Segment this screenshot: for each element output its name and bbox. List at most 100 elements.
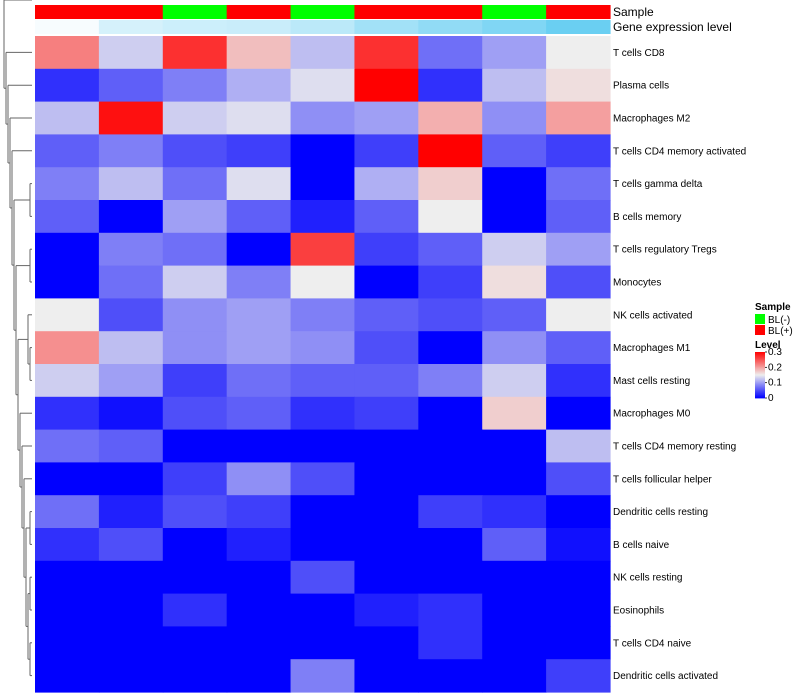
level-legend-gradient-step: [755, 378, 765, 380]
heatmap-cell: [98, 36, 164, 70]
heatmap-cell: [162, 134, 228, 168]
heatmap-cell: [35, 265, 100, 299]
level-legend-gradient-step: [755, 376, 765, 378]
row-label: Eosinophils: [613, 606, 664, 617]
heatmap-cell: [162, 101, 228, 135]
heatmap-cell: [290, 528, 356, 562]
heatmap-cell: [482, 626, 547, 660]
heatmap-cell: [290, 462, 356, 496]
heatmap-cell: [418, 167, 483, 201]
level-legend-gradient-step: [755, 354, 765, 356]
level-legend-gradient-step: [755, 372, 765, 375]
heatmap-cells: [35, 36, 611, 693]
heatmap-cell: [482, 396, 547, 431]
heatmap-cell: [226, 101, 292, 135]
level-legend-gradient-step: [755, 381, 765, 384]
heatmap-cell: [290, 200, 356, 234]
heatmap-cell: [418, 626, 483, 660]
heatmap-cell: [98, 68, 164, 103]
level-legend-gradient-step: [755, 379, 765, 382]
heatmap-cell: [290, 298, 356, 332]
heatmap-cell: [546, 659, 611, 693]
heatmap-cell: [162, 495, 228, 529]
sample-annotation-cell: [98, 5, 164, 19]
heatmap-cell: [290, 396, 356, 431]
heatmap-cell: [418, 265, 483, 299]
heatmap-cell: [354, 593, 419, 627]
heatmap-cell: [226, 560, 292, 595]
level-legend-gradient-step: [755, 368, 765, 370]
heatmap-cell: [35, 200, 100, 234]
heatmap-cell: [546, 528, 611, 562]
heatmap-cell: [98, 298, 164, 332]
level-legend-tick-label: 0: [768, 393, 774, 404]
heatmap-cell: [354, 134, 419, 168]
heatmap-cell: [418, 101, 483, 135]
heatmap-cell: [290, 232, 356, 267]
heatmap-cell: [290, 134, 356, 168]
sample-annotation-cell: [162, 5, 228, 19]
heatmap-cell: [35, 68, 100, 103]
heatmap-cell: [418, 528, 483, 562]
heatmap-cell: [354, 167, 419, 201]
row-labels: T cells CD8 Plasma cells Macrophages M2 T c…: [613, 48, 746, 682]
level-legend-gradient-step: [755, 385, 765, 387]
sample-annotation-cell: [482, 5, 547, 19]
heatmap-cell: [482, 462, 547, 496]
heatmap-cell: [35, 495, 100, 529]
heatmap-cell: [354, 331, 419, 365]
heatmap-cell: [98, 134, 164, 168]
heatmap-cell: [162, 396, 228, 431]
level-legend-gradient-step: [755, 353, 765, 355]
heatmap-cell: [482, 429, 547, 463]
heatmap-cell: [482, 528, 547, 562]
heatmap-cell: [35, 462, 100, 496]
heatmap-cell: [35, 528, 100, 562]
heatmap-cell: [482, 331, 547, 365]
heatmap-cell: [98, 462, 164, 496]
level-legend-gradient-step: [755, 384, 765, 386]
level-legend-gradient-step: [755, 388, 765, 391]
heatmap-cell: [226, 626, 292, 660]
sample-annotation-cell: [418, 5, 483, 19]
heatmap-cell: [226, 528, 292, 562]
heatmap-cell: [98, 560, 164, 595]
heatmap-cell: [226, 331, 292, 365]
heatmap-cell: [418, 495, 483, 529]
sample-annotation-cell: [546, 5, 611, 19]
heatmap-cell: [290, 36, 356, 70]
heatmap-cell: [35, 560, 100, 595]
level-legend-gradient-step: [755, 380, 765, 383]
level-legend-gradient-step: [755, 393, 765, 395]
level-legend-gradient-step: [755, 352, 765, 354]
heatmap-cell: [354, 528, 419, 562]
heatmap-cell: [98, 495, 164, 529]
heatmap-cell: [290, 68, 356, 103]
row-label: NK cells activated: [613, 310, 692, 321]
row-label: Mast cells resting: [613, 376, 690, 387]
row-label: Dendritic cells activated: [613, 671, 718, 682]
heatmap-cell: [418, 298, 483, 332]
heatmap-cell: [226, 462, 292, 496]
heatmap-cell: [162, 593, 228, 627]
heatmap-cell: [418, 68, 483, 103]
heatmap-cell: [162, 265, 228, 299]
heatmap-cell: [354, 265, 419, 299]
heatmap-cell: [290, 101, 356, 135]
heatmap-cell: [162, 36, 228, 70]
heatmap-cell: [162, 560, 228, 595]
sample-track-label: Sample: [613, 5, 654, 19]
heatmap-cell: [35, 659, 100, 693]
gene-expression-annotation-cell: [290, 20, 356, 34]
heatmap-cell: [418, 134, 483, 168]
heatmap-cell: [482, 134, 547, 168]
heatmap-cell: [98, 429, 164, 463]
row-label: Macrophages M2: [613, 114, 691, 125]
heatmap-cell: [546, 396, 611, 431]
heatmap-cell: [226, 364, 292, 398]
row-label: T cells CD8: [613, 48, 665, 59]
heatmap-cell: [35, 331, 100, 365]
row-label: Plasma cells: [613, 81, 669, 92]
